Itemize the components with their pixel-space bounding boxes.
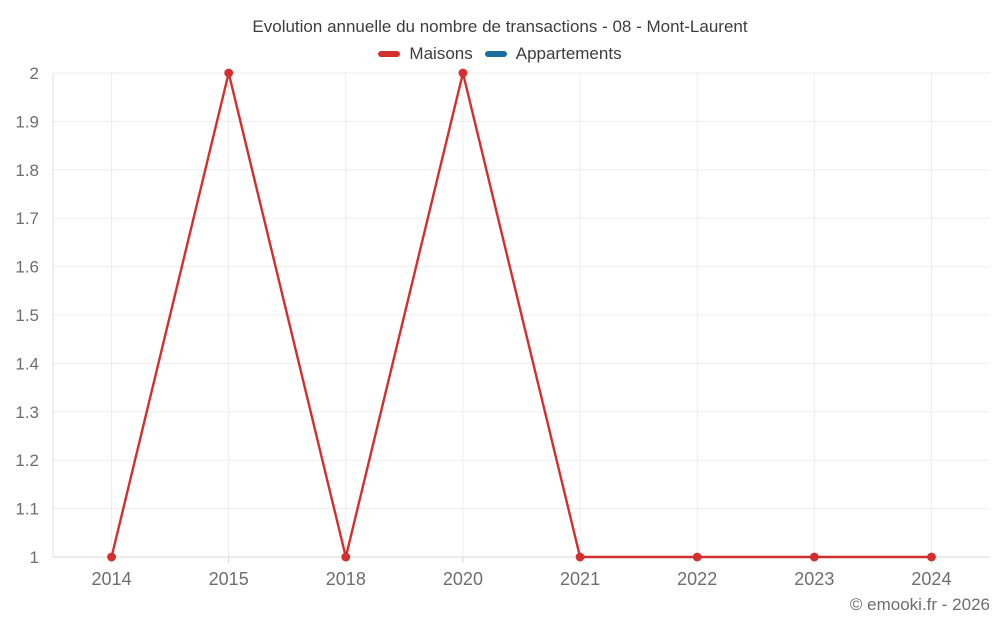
appartements-color-swatch: [484, 51, 507, 57]
legend-item-maisons[interactable]: Maisons: [378, 44, 473, 64]
y-axis-tick-label: 2: [30, 64, 39, 83]
data-point-maisons[interactable]: [927, 552, 936, 562]
data-point-maisons[interactable]: [341, 552, 351, 562]
legend-item-appartements[interactable]: Appartements: [484, 44, 622, 64]
x-axis-tick-label: 2014: [92, 569, 132, 589]
legend-label-maisons: Maisons: [409, 44, 473, 63]
chart-legend: Maisons Appartements: [0, 44, 1000, 64]
y-axis-tick-label: 1.2: [15, 451, 39, 470]
x-axis-tick-label: 2015: [209, 569, 249, 589]
x-axis-tick-label: 2018: [326, 569, 366, 589]
y-axis-tick-label: 1.9: [15, 112, 39, 131]
maisons-color-swatch: [378, 51, 401, 57]
x-axis-tick-label: 2021: [560, 569, 600, 589]
x-axis-tick-label: 2023: [794, 569, 834, 589]
x-axis-tick-label: 2020: [443, 569, 483, 589]
y-axis-tick-label: 1.1: [15, 500, 39, 519]
y-axis-tick-label: 1.3: [15, 403, 39, 422]
y-axis-tick-label: 1.5: [15, 306, 39, 325]
x-axis-tick-label: 2024: [911, 569, 951, 589]
data-point-maisons[interactable]: [224, 68, 234, 78]
y-axis-tick-label: 1.6: [15, 258, 39, 277]
chart-title: Evolution annuelle du nombre de transact…: [252, 17, 748, 36]
data-point-maisons[interactable]: [107, 552, 116, 562]
y-axis-tick-label: 1.7: [15, 209, 39, 228]
legend-label-appartements: Appartements: [515, 44, 622, 63]
copyright-text: © emooki.fr - 2026: [849, 595, 990, 614]
x-axis-tick-label: 2022: [677, 569, 717, 589]
data-point-maisons[interactable]: [458, 68, 468, 78]
y-axis-tick-label: 1: [30, 548, 39, 567]
series-line-maisons: [110, 71, 933, 559]
y-axis-tick-label: 1.4: [15, 354, 39, 373]
data-point-maisons[interactable]: [575, 552, 585, 562]
data-point-maisons[interactable]: [692, 552, 702, 562]
y-axis-tick-label: 1.8: [15, 161, 39, 180]
data-point-maisons[interactable]: [809, 552, 819, 562]
